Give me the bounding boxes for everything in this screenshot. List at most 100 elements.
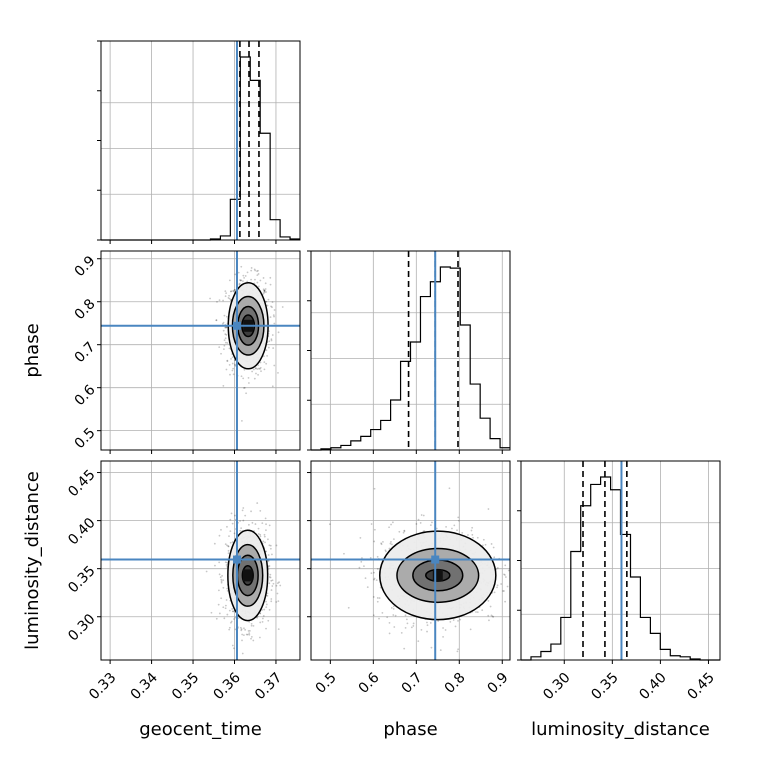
sample-point <box>275 601 278 603</box>
sample-point <box>218 573 221 576</box>
sample-point <box>227 552 230 555</box>
x-tick-label-geocent_time: 0.37 <box>252 670 285 703</box>
sample-point <box>215 617 218 620</box>
sample-point <box>476 536 479 539</box>
sample-point <box>226 561 229 564</box>
sample-point <box>225 315 228 318</box>
sample-point <box>402 531 405 534</box>
sample-point <box>266 304 269 307</box>
sample-point <box>373 487 376 490</box>
sample-point <box>451 527 453 530</box>
sample-point <box>218 561 221 564</box>
sample-point <box>232 290 235 293</box>
histogram-phase-frame <box>310 250 511 451</box>
sample-point <box>253 268 256 271</box>
sample-point <box>262 277 265 279</box>
sample-point <box>223 617 226 620</box>
sample-point <box>273 364 276 367</box>
sample-point <box>503 573 505 576</box>
sample-point <box>256 616 259 619</box>
histogram-luminosity_distance-frame <box>520 460 721 661</box>
sample-point <box>279 584 282 587</box>
sample-point <box>364 577 367 580</box>
sample-point <box>222 384 225 387</box>
sample-point <box>277 331 280 334</box>
sample-point <box>412 625 415 627</box>
sample-point <box>233 532 236 535</box>
sample-point <box>234 364 237 367</box>
sample-point <box>244 628 247 631</box>
sample-point <box>264 282 267 285</box>
sample-point <box>228 364 231 366</box>
sample-point <box>270 589 273 591</box>
sample-point <box>366 586 369 589</box>
sample-point <box>255 372 257 375</box>
sample-point <box>262 288 265 291</box>
sample-point <box>461 532 464 534</box>
sample-point <box>504 564 507 567</box>
y-tick-label-phase: 0.8 <box>72 296 99 323</box>
sample-point <box>234 616 237 619</box>
sample-point <box>251 521 254 524</box>
sample-point <box>232 610 234 613</box>
sample-point <box>256 502 259 504</box>
sample-point <box>381 611 384 614</box>
x-tick-label-luminosity_distance: 0.35 <box>588 670 621 703</box>
sample-point <box>262 614 265 617</box>
sample-point <box>259 366 262 369</box>
sample-point <box>229 541 232 544</box>
sample-point <box>232 373 235 376</box>
sample-point <box>272 314 275 317</box>
sample-point <box>241 639 243 642</box>
sample-point <box>241 509 244 512</box>
sample-point <box>233 289 236 291</box>
sample-point <box>239 279 242 282</box>
sample-point <box>234 289 236 291</box>
sample-point <box>226 587 229 590</box>
sample-point <box>437 620 440 622</box>
sample-point <box>388 621 391 624</box>
sample-point <box>257 533 260 535</box>
truth-marker <box>232 321 241 330</box>
sample-point <box>271 553 273 556</box>
sample-point <box>269 283 272 286</box>
sample-point <box>452 619 455 621</box>
sample-point <box>481 544 484 547</box>
sample-point <box>435 527 438 530</box>
sample-point <box>226 613 229 616</box>
sample-point <box>250 267 253 269</box>
sample-point <box>457 648 459 651</box>
sample-point <box>258 367 260 370</box>
histogram-geocent_time-frame <box>100 40 301 241</box>
sample-point <box>247 523 250 526</box>
sample-point <box>217 589 220 592</box>
sample-point <box>347 606 350 609</box>
x-tick-label-geocent_time: 0.36 <box>211 670 244 703</box>
sample-point <box>240 628 243 631</box>
sample-point <box>228 347 231 350</box>
sample-point <box>456 650 459 653</box>
sample-point <box>259 533 262 536</box>
sample-point <box>456 529 458 532</box>
sample-point <box>269 576 272 579</box>
sample-point <box>491 615 494 618</box>
sample-point <box>232 367 235 370</box>
panel-geocent_time-vs-luminosity_distance-frame <box>100 460 301 661</box>
sample-point <box>271 301 274 304</box>
sample-point <box>275 544 278 547</box>
sample-point <box>268 544 271 547</box>
histogram-phase <box>311 266 510 451</box>
sample-point <box>273 309 276 311</box>
sample-point <box>265 550 268 553</box>
sample-point <box>229 518 232 521</box>
sample-point <box>496 567 499 569</box>
sample-point <box>231 608 234 610</box>
sample-point <box>226 589 229 592</box>
sample-point <box>237 617 240 620</box>
y-tick-label-phase: 0.6 <box>72 382 99 409</box>
sample-point <box>243 387 245 389</box>
panel-phase-vs-luminosity_distance <box>307 460 511 664</box>
sample-point <box>496 584 499 587</box>
sample-point <box>265 362 268 365</box>
